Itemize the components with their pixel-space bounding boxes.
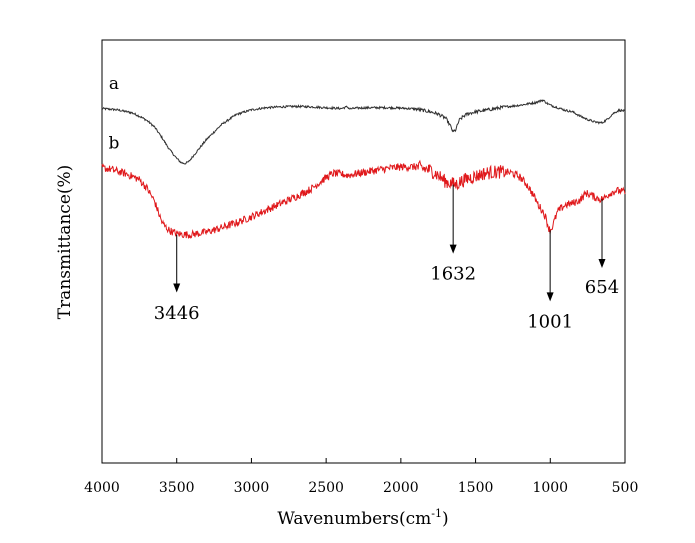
peak-arrow-head: [449, 244, 457, 254]
x-tick-label: 500: [612, 480, 639, 496]
plot-frame: [101, 39, 626, 464]
x-axis-label-main: Wavenumbers(cm: [277, 509, 431, 529]
x-tick-label: 1500: [458, 480, 494, 496]
peak-arrow-head: [598, 258, 606, 268]
peak-arrow-head: [546, 292, 554, 302]
x-tick-label: 1000: [532, 480, 568, 496]
peak-label-3446: 3446: [154, 303, 200, 324]
x-tick-label: 4000: [84, 480, 120, 496]
series-label-a: a: [109, 74, 119, 94]
peak-label-1001: 1001: [527, 312, 573, 333]
x-axis-ticks: [101, 458, 626, 463]
series-label-b: b: [109, 133, 120, 153]
y-axis-label: Transmittance(%): [55, 165, 75, 320]
x-axis-tick-labels: 4000 3500 3000 2500 2000 1500 1000 500: [84, 480, 638, 496]
x-axis-label-close: ): [442, 509, 449, 529]
x-tick-label: 2500: [308, 480, 344, 496]
x-tick-label: 3500: [159, 480, 195, 496]
peak-arrow-head: [173, 283, 181, 293]
series-layer: [101, 99, 626, 239]
x-tick-label: 2000: [383, 480, 419, 496]
x-axis-label: Wavenumbers(cm-1): [277, 507, 448, 529]
peak-label-654: 654: [585, 277, 619, 298]
x-tick-label: 3000: [234, 480, 270, 496]
x-axis-label-superscript: -1: [431, 507, 442, 520]
peak-label-1632: 1632: [430, 263, 476, 284]
series-line-a: [101, 99, 626, 165]
series-line-b: [101, 159, 626, 239]
peak-annotations: 3446 1632 1001 654: [154, 184, 619, 333]
series-labels: ab: [109, 74, 120, 153]
